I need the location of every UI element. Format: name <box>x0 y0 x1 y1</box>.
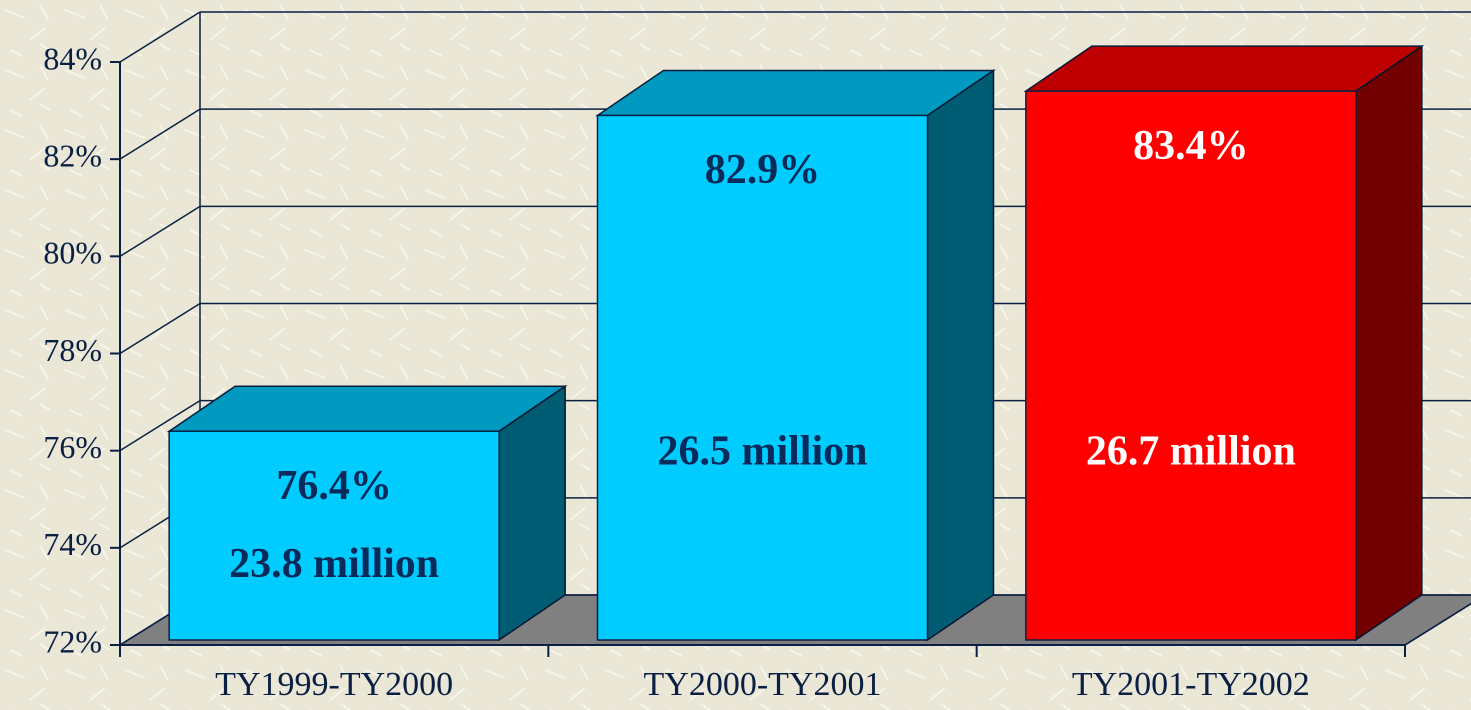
floor-edge <box>1404 602 1471 646</box>
bar <box>595 69 996 642</box>
grid-line-side <box>119 205 201 257</box>
grid-line-side <box>119 302 201 355</box>
grid-line-side <box>119 108 201 160</box>
bar-top-shade <box>1025 46 1422 92</box>
bar-side-shade <box>927 70 994 641</box>
annotation: 23.8 million <box>229 541 439 587</box>
y-tick-label: 80% <box>43 235 102 271</box>
y-tick-label: 76% <box>43 429 102 465</box>
y-tick-label: 78% <box>43 332 102 368</box>
y-tick-label: 74% <box>43 526 102 562</box>
value-label: 83.4% <box>1133 123 1249 169</box>
annotation: 26.5 million <box>657 429 867 475</box>
bar-top-shade <box>597 70 994 116</box>
x-tick-label: TY2000-TY2001 <box>644 666 882 703</box>
bar-front <box>1025 90 1357 641</box>
grid-line-side <box>119 11 201 63</box>
y-tick-label: 82% <box>43 138 102 174</box>
grid-line-side <box>119 400 201 452</box>
value-label: 76.4% <box>276 463 392 509</box>
y-tick-label: 84% <box>43 40 102 76</box>
x-tick-label: TY1999-TY2000 <box>215 666 453 703</box>
bar <box>166 384 568 642</box>
bar-side-shade <box>1355 46 1422 640</box>
bar-front <box>596 114 929 641</box>
annotation: 26.7 million <box>1086 429 1296 475</box>
x-tick-label: TY2001-TY2002 <box>1072 666 1310 703</box>
value-label: 82.9% <box>705 147 821 193</box>
bar <box>1023 44 1425 642</box>
bar-front <box>168 430 500 641</box>
bar-top-shade <box>169 386 566 432</box>
bar-side-shade <box>499 386 566 640</box>
y-tick-label: 72% <box>43 623 102 659</box>
